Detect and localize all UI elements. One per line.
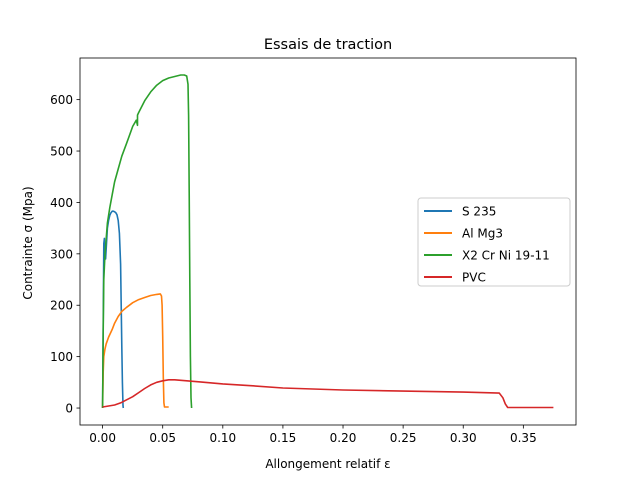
x-axis-label: Allongement relatif ε: [265, 457, 390, 471]
x-tick-label: 0.00: [89, 431, 116, 445]
y-tick-label: 500: [50, 145, 73, 159]
y-tick-label: 400: [50, 196, 73, 210]
plot-area: [101, 74, 554, 409]
legend: S 235 Al Mg3 X2 Cr Ni 19-11 PVC: [417, 197, 571, 287]
x-tick-label: 0.05: [149, 431, 176, 445]
plot-frame: [79, 57, 577, 426]
series-line-1: [101, 293, 169, 409]
legend-label: Al Mg3: [462, 227, 503, 241]
y-axis-label: Contrainte σ (Mpa): [21, 186, 35, 299]
axes: 0.00 0.05 0.10 0.15 0.20 0.25 0.30 0.35 0 100 200 3…: [50, 57, 577, 445]
x-tick-label: 0.10: [209, 431, 236, 445]
x-tick-label: 0.15: [270, 431, 297, 445]
series-line-3: [102, 378, 554, 409]
series-line-2: [101, 74, 193, 409]
legend-label: X2 Cr Ni 19-11: [462, 249, 550, 263]
y-tick-label: 600: [50, 93, 73, 107]
y-tick-label: 300: [50, 247, 73, 261]
x-tick-label: 0.20: [330, 431, 357, 445]
legend-label: S 235: [462, 205, 496, 219]
legend-frame: [417, 197, 571, 287]
x-tick-label: 0.25: [390, 431, 417, 445]
x-tick-label: 0.30: [450, 431, 477, 445]
legend-label: PVC: [462, 271, 486, 285]
y-tick-label: 0: [65, 402, 73, 416]
chart-title: Essais de traction: [264, 37, 392, 53]
x-tick-label: 0.35: [510, 431, 537, 445]
y-tick-label: 100: [50, 350, 73, 364]
y-tick-label: 200: [50, 299, 73, 313]
